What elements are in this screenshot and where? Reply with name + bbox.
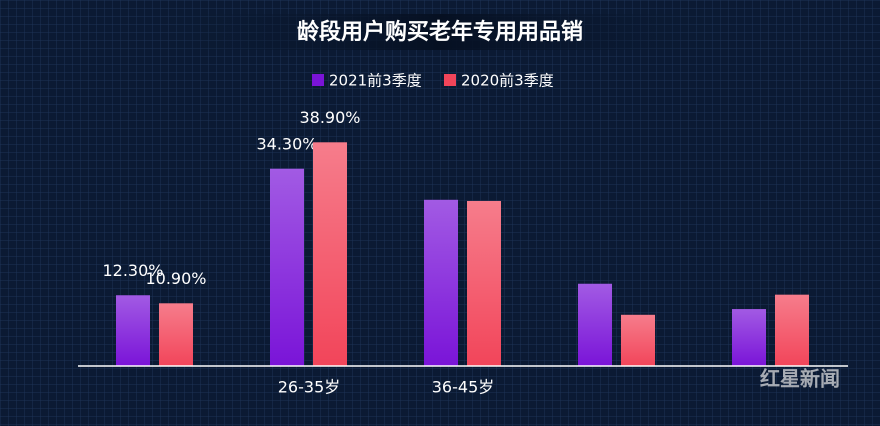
bar-shine	[313, 142, 347, 366]
bar-shine	[270, 168, 304, 366]
x-tick-label: 36-45岁	[432, 378, 495, 397]
bar-shine	[116, 295, 150, 366]
bar-shine	[578, 283, 612, 366]
bar-shine	[732, 309, 766, 366]
bar-shine	[775, 294, 809, 366]
x-tick-label: 26-35岁	[278, 378, 341, 397]
value-label: 34.30%	[256, 134, 317, 153]
bar-shine	[467, 200, 501, 366]
legend-label: 2021前3季度	[329, 72, 422, 90]
bar-shine	[424, 199, 458, 366]
legend-swatch	[312, 74, 324, 86]
bar-shine	[159, 303, 193, 366]
bar-shine	[621, 314, 655, 366]
value-label: 10.90%	[145, 269, 206, 288]
value-label: 12.30%	[102, 261, 163, 280]
chart-title: 龄段用户购买老年专用用品销	[297, 19, 583, 45]
title-banner	[160, 14, 720, 50]
watermark: 红星新闻	[760, 367, 840, 391]
value-label: 38.90%	[299, 108, 360, 127]
legend-label: 2020前3季度	[461, 72, 554, 90]
legend-swatch	[444, 74, 456, 86]
